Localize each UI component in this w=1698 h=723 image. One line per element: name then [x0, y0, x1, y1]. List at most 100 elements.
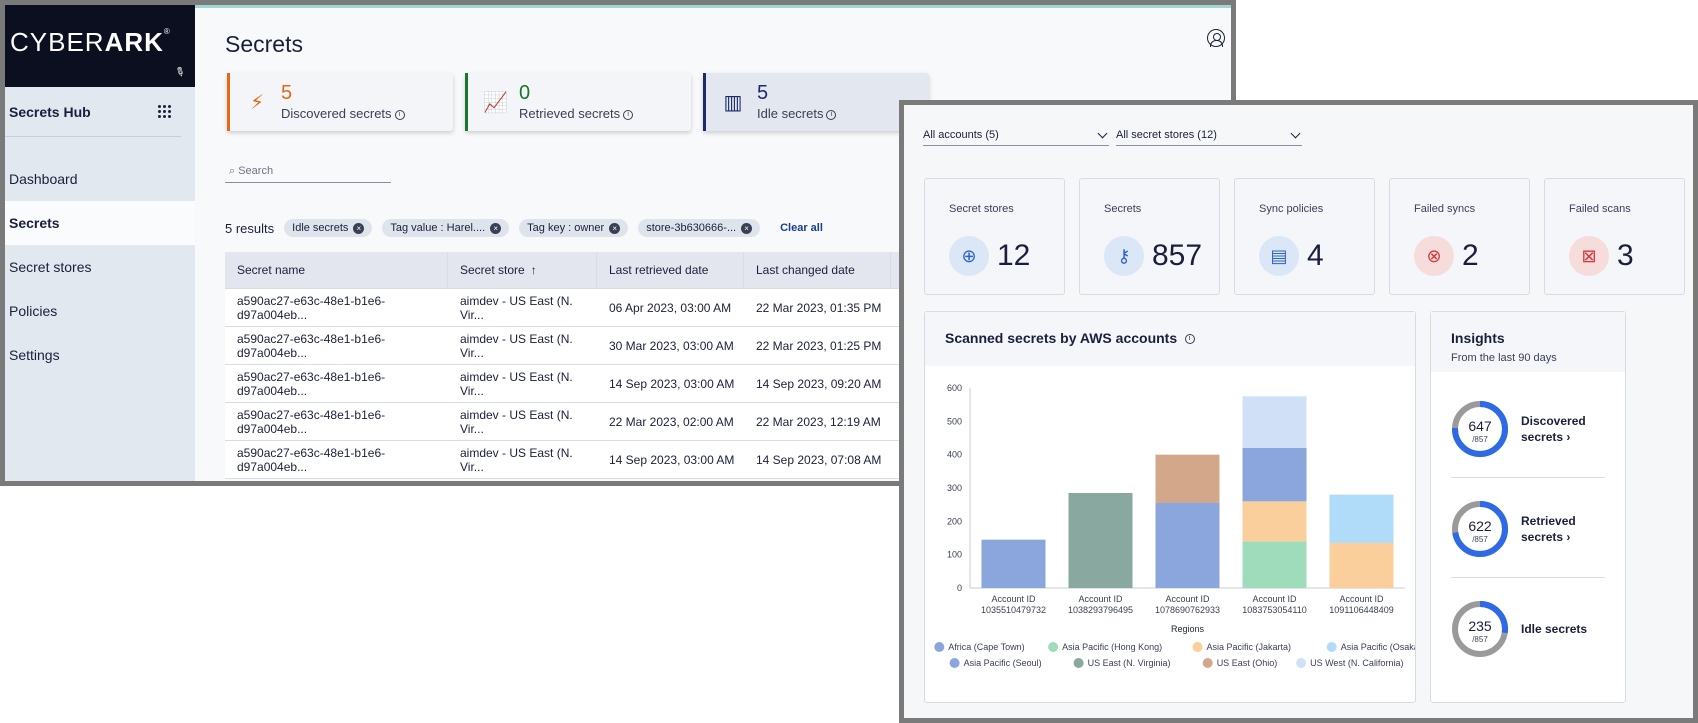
table-cell: aimdev - US East (N. Vir...	[460, 407, 573, 436]
stat-card-retrieved-secrets[interactable]: 📈 0 Retrieved secrets i	[465, 73, 691, 131]
insights-panel: Insights From the last 90 days 647/857 Di…	[1430, 311, 1626, 703]
legend-swatch	[1073, 658, 1084, 668]
legend-entry[interactable]: Asia Pacific (Hong Kong)	[1062, 642, 1162, 652]
stat-card-discovered-secrets[interactable]: ⚡ 5 Discovered secrets i	[227, 73, 453, 131]
kpi-value: 2	[1462, 239, 1479, 272]
pin-icon[interactable]: ✎	[172, 63, 188, 81]
stat-card-idle-secrets[interactable]: ▥ 5 Idle secrets i	[703, 73, 929, 131]
bar-segment[interactable]	[1242, 396, 1307, 448]
clear-all-button[interactable]: Clear all	[780, 222, 823, 234]
search-input[interactable]: ⌕ Search	[225, 165, 391, 183]
kpi-card-failed-scans[interactable]: Failed scans ⊠ 3	[1544, 178, 1685, 295]
legend-swatch	[1048, 642, 1059, 652]
bar-segment[interactable]	[1242, 448, 1307, 502]
sidebar: CYBERARK® ✎ Secrets Hub Dashboard Secrets…	[5, 5, 195, 481]
x-tick-label: Account ID	[991, 594, 1036, 604]
y-tick-label: 300	[947, 483, 962, 493]
info-icon[interactable]: i	[826, 109, 837, 120]
bar-segment[interactable]	[1155, 454, 1220, 503]
bar-segment[interactable]	[981, 539, 1046, 588]
table-cell: a590ac27-e63c-48e1-b1e6-d97a004eb...	[237, 445, 386, 474]
table-cell: aimdev - US East (N. Vir...	[460, 331, 573, 360]
legend-entry[interactable]: Asia Pacific (Seoul)	[964, 658, 1042, 668]
bar-segment[interactable]	[1242, 541, 1307, 588]
bar-segment[interactable]	[1329, 494, 1394, 543]
table-cell: 06 Apr 2023, 03:00 AM	[609, 300, 732, 315]
bar-segment[interactable]	[1155, 503, 1220, 588]
legend-entry[interactable]: Asia Pacific (Jakarta)	[1207, 642, 1292, 652]
sidebar-item-secrets[interactable]: Secrets	[5, 201, 195, 245]
secrets-hub-header: Secrets Hub	[5, 87, 181, 137]
insight-link[interactable]: Idle secrets	[1521, 622, 1588, 636]
progress-ring: 622/857	[1452, 501, 1508, 557]
legend-entry[interactable]: US East (Ohio)	[1217, 658, 1278, 668]
kpi-value: 3	[1617, 239, 1634, 272]
column-header[interactable]: Secret store ↑	[448, 252, 597, 288]
chevron-right-icon: ›	[1563, 430, 1571, 444]
hub-title: Secrets Hub	[9, 103, 91, 120]
y-tick-label: 600	[947, 383, 962, 393]
filter-chip: Tag value : Harel.... ×	[382, 219, 510, 237]
close-icon[interactable]: ×	[490, 222, 502, 234]
key-icon: ⚷	[1104, 236, 1144, 276]
column-header[interactable]: Last changed date	[744, 252, 891, 288]
stat-label: Discovered secrets i	[281, 106, 405, 121]
secret-stores-dropdown[interactable]: All secret stores (12)	[1116, 125, 1302, 146]
insight-total: /857	[1472, 635, 1488, 644]
bar-segment[interactable]	[1329, 543, 1394, 588]
legend-swatch	[1326, 642, 1337, 652]
filter-bar: 5 results Idle secrets × Tag value : Harel…	[225, 219, 823, 237]
y-tick-label: 0	[957, 583, 962, 593]
column-header[interactable]: Secret name	[225, 252, 448, 288]
legend-swatch	[1202, 658, 1213, 668]
info-icon[interactable]: i	[1184, 333, 1195, 344]
insights-title: Insights	[1451, 330, 1505, 346]
info-icon[interactable]: i	[394, 109, 405, 120]
insight-item[interactable]: 235/857 Idle secrets	[1451, 600, 1587, 658]
filter-chip: Tag key : owner ×	[519, 219, 629, 237]
info-icon[interactable]: i	[623, 109, 634, 120]
kpi-card-secret-stores[interactable]: Secret stores ⊕ 12	[924, 178, 1065, 295]
bar-segment[interactable]	[1242, 501, 1307, 542]
legend-entry[interactable]: US East (N. Virginia)	[1088, 658, 1171, 668]
app-grid-icon[interactable]	[158, 105, 171, 118]
x-tick-label: 1091106448409	[1329, 605, 1393, 615]
legend-entry[interactable]: Asia Pacific (Osaka)	[1341, 642, 1422, 652]
kpi-card-failed-syncs[interactable]: Failed syncs ⊗ 2	[1389, 178, 1530, 295]
accounts-dropdown[interactable]: All accounts (5)	[923, 125, 1109, 146]
stat-value: 5	[757, 82, 769, 104]
table-cell: 14 Sep 2023, 03:00 AM	[609, 452, 735, 467]
page-title: Secrets	[225, 31, 303, 57]
idle-chart-icon: ▥	[723, 91, 743, 114]
sidebar-item-dashboard[interactable]: Dashboard	[9, 171, 78, 187]
chevron-down-icon	[1097, 128, 1108, 138]
legend-entry[interactable]: US West (N. California)	[1310, 658, 1403, 668]
legend-entry[interactable]: Africa (Cape Town)	[948, 642, 1024, 652]
y-tick-label: 100	[947, 550, 962, 560]
close-icon[interactable]: ×	[741, 222, 753, 234]
kpi-card-secrets[interactable]: Secrets ⚷ 857	[1079, 178, 1220, 295]
insight-link[interactable]: Discovered secrets ›	[1521, 414, 1586, 444]
x-tick-label: Account ID	[1339, 594, 1384, 604]
insight-link[interactable]: Retrieved secrets ›	[1521, 514, 1576, 544]
close-icon[interactable]: ×	[353, 222, 365, 234]
bar-segment[interactable]	[1068, 493, 1133, 588]
chevron-right-icon: ›	[1563, 530, 1571, 544]
insight-item[interactable]: 647/857 Discovered secrets ›	[1451, 400, 1586, 458]
stat-accent-bar	[465, 73, 468, 131]
user-profile-icon[interactable]	[1207, 29, 1225, 47]
sidebar-item-policies[interactable]: Policies	[9, 303, 58, 319]
dashboard-window: All accounts (5) All secret stores (12) …	[899, 100, 1698, 723]
close-icon[interactable]: ×	[609, 222, 621, 234]
results-count: 5 results	[225, 220, 275, 236]
kpi-card-sync-policies[interactable]: Sync policies ▤ 4	[1234, 178, 1375, 295]
table-cell: 22 Mar 2023, 01:35 PM	[756, 300, 882, 315]
column-header[interactable]: Last retrieved date	[597, 252, 744, 288]
filter-chip: store-3b630666-... ×	[638, 219, 761, 237]
insight-item[interactable]: 622/857 Retrieved secrets ›	[1451, 500, 1576, 558]
insight-total: /857	[1472, 535, 1488, 544]
scanned-secrets-panel: Scanned secrets by AWS accounts i 0 100 20…	[924, 311, 1422, 703]
sidebar-item-settings[interactable]: Settings	[9, 347, 60, 363]
sidebar-item-secret-stores[interactable]: Secret stores	[9, 259, 92, 275]
